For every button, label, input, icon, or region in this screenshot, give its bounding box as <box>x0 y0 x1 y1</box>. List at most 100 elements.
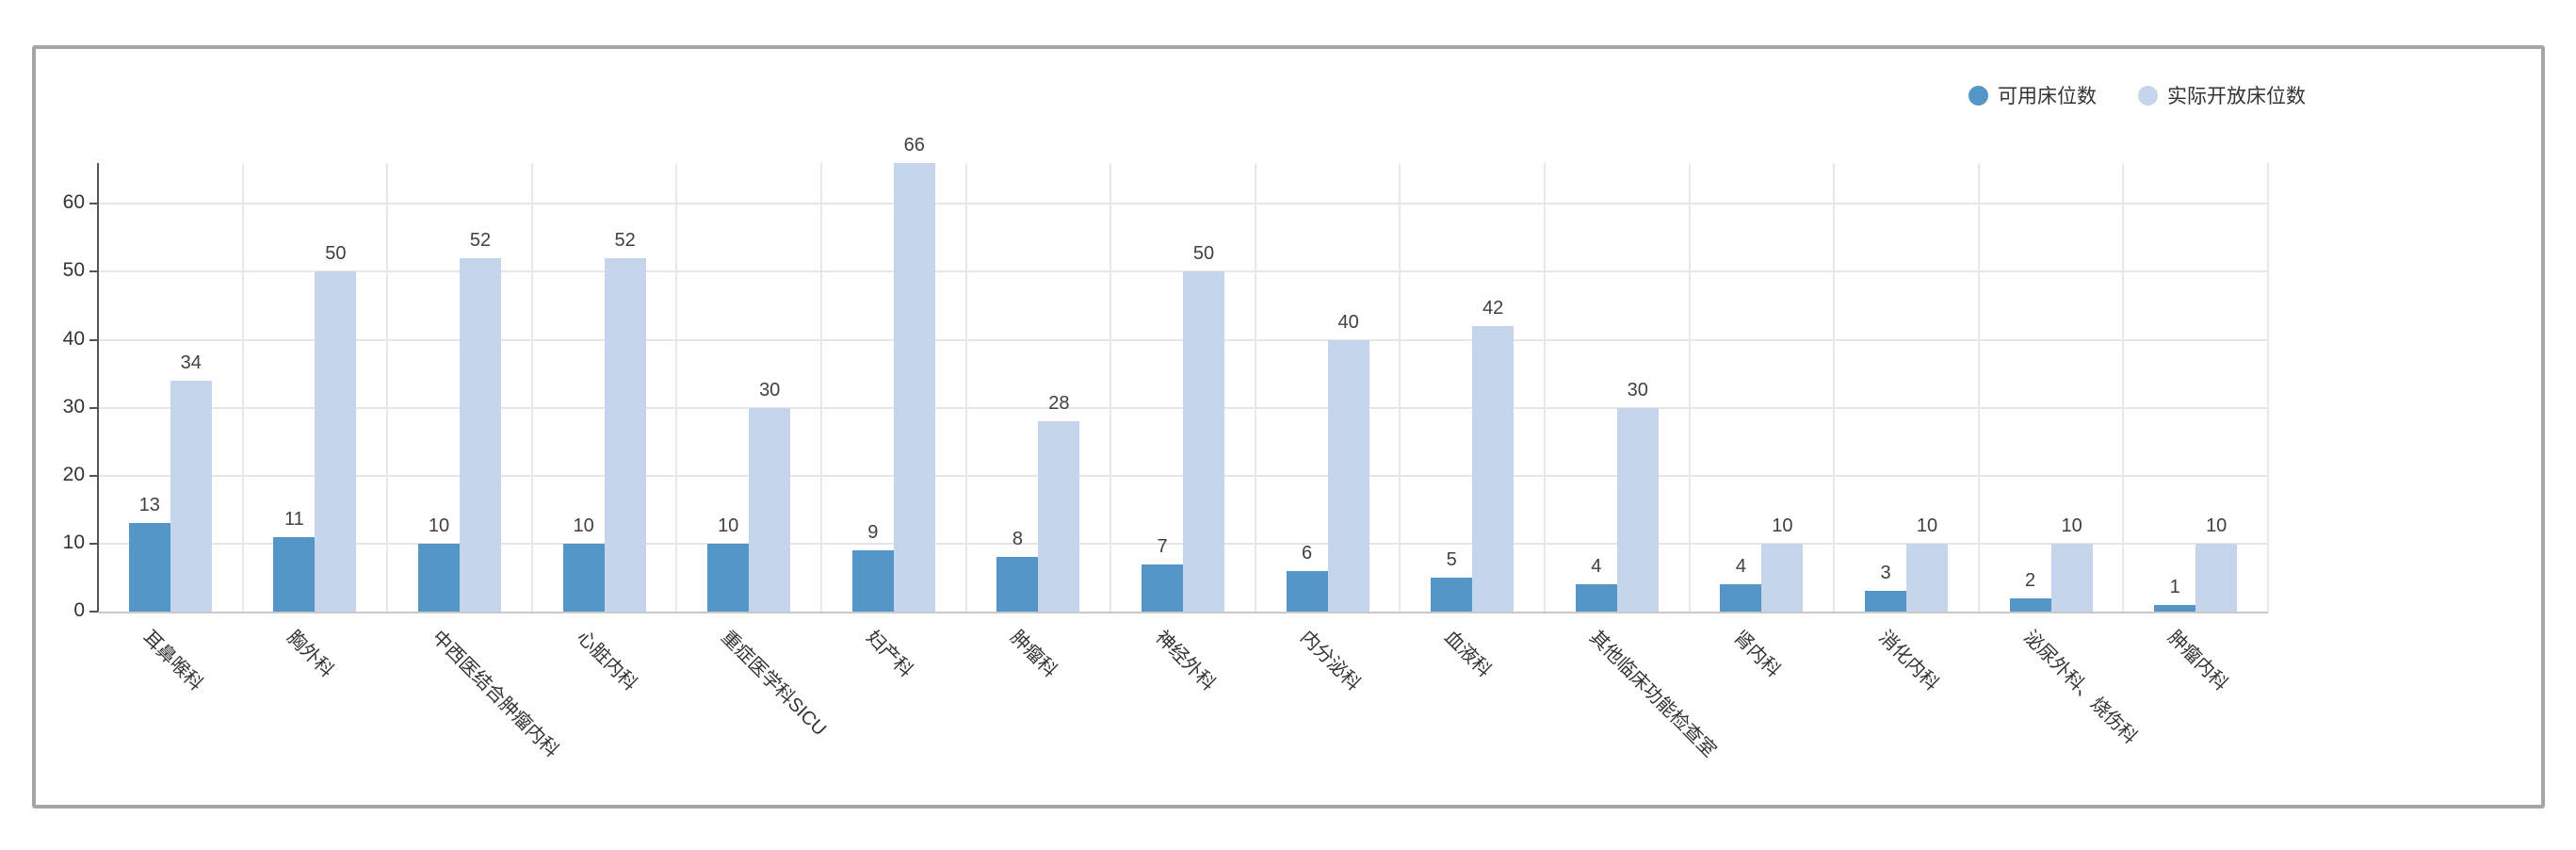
y-axis-line <box>97 163 99 612</box>
x-axis-label: 肿瘤科 <box>1006 627 1061 682</box>
bar-value-label: 10 <box>718 515 739 536</box>
bar-value-label: 66 <box>903 135 925 155</box>
gridline-vertical <box>1399 163 1401 612</box>
bar-value-label: 10 <box>1772 515 1793 536</box>
bar <box>562 543 605 612</box>
bar <box>1865 591 1906 612</box>
y-axis-tick-mark <box>89 542 98 545</box>
x-axis-label: 中西医结合肿瘤内科 <box>428 627 563 762</box>
bar <box>128 523 170 612</box>
x-axis-label: 肿瘤内科 <box>2163 627 2232 695</box>
x-axis-label: 肾内科 <box>1729 627 1785 682</box>
y-axis-tick-mark <box>89 203 98 205</box>
bar-value-label: 2 <box>2025 569 2036 591</box>
bar <box>2195 543 2238 612</box>
y-axis-tick-mark <box>89 406 98 409</box>
y-axis-tick-label: 30 <box>62 395 85 417</box>
bar <box>170 380 212 612</box>
x-axis-label: 神经外科 <box>1151 627 1220 695</box>
bar-value-label: 4 <box>1735 556 1746 578</box>
legend-marker-icon <box>2138 85 2158 106</box>
bar-value-label: 1 <box>2169 576 2180 597</box>
bar <box>1761 543 1804 612</box>
bar <box>1616 407 1659 612</box>
bar <box>1720 584 1762 612</box>
x-axis-label: 重症医学科SICU <box>717 627 831 741</box>
legend-item-actual-open-beds[interactable]: 实际开放床位数 <box>2138 81 2306 109</box>
bar <box>1472 326 1515 612</box>
bar <box>851 550 894 612</box>
x-axis-label: 血液科 <box>1440 627 1496 682</box>
legend-marker-icon <box>1968 85 1988 106</box>
bar <box>1038 421 1080 612</box>
x-axis-label: 消化内科 <box>1874 627 1943 695</box>
x-axis-label: 泌尿外科、烧伤科 <box>2018 627 2141 748</box>
chart-legend: 可用床位数 实际开放床位数 <box>1968 81 2306 109</box>
gridline-vertical <box>964 163 967 612</box>
bar <box>1183 271 1224 612</box>
gridline-vertical <box>675 163 678 612</box>
bar-chart: 可用床位数 实际开放床位数 0 10 20 30 40 50 60 13 11 10 10 10 9 8 7 6… <box>36 49 2541 805</box>
y-axis-tick-label: 60 <box>62 191 85 214</box>
gridline-horizontal <box>98 203 2268 205</box>
bar <box>1431 577 1473 612</box>
x-axis-line <box>98 612 2268 613</box>
legend-item-label: 可用床位数 <box>1998 86 2097 107</box>
y-axis-tick-label: 10 <box>62 531 85 553</box>
gridline-vertical <box>1977 163 1980 612</box>
bar-value-label: 3 <box>1880 563 1891 584</box>
bar-value-label: 13 <box>138 495 160 516</box>
bar-value-label: 42 <box>1482 298 1504 319</box>
x-axis-label: 内分泌科 <box>1295 627 1364 695</box>
y-axis-tick-label: 20 <box>62 463 85 485</box>
x-axis-label: 耳鼻喉科 <box>138 627 207 695</box>
bar-value-label: 10 <box>2061 515 2082 536</box>
bar <box>2050 543 2093 612</box>
bar <box>1327 339 1369 612</box>
bar-value-label: 52 <box>469 229 492 251</box>
bar <box>315 271 357 612</box>
bar-value-label: 34 <box>180 351 202 373</box>
bar <box>707 543 750 612</box>
chart-card: 可用床位数 实际开放床位数 0 10 20 30 40 50 60 13 11 10 10 10 9 8 7 6… <box>32 45 2545 809</box>
y-axis-tick-mark <box>89 474 98 477</box>
bar-value-label: 10 <box>1916 515 1938 536</box>
gridline-vertical <box>1833 163 1836 612</box>
x-axis-label: 心脏内科 <box>572 627 640 695</box>
bar <box>273 536 316 612</box>
gridline-vertical <box>2267 163 2269 612</box>
bar-value-label: 9 <box>867 522 879 544</box>
gridline-vertical <box>820 163 822 612</box>
bar-value-label: 7 <box>1157 535 1168 557</box>
gridline-vertical <box>386 163 389 612</box>
bar-value-label: 10 <box>428 515 450 536</box>
gridline-vertical <box>1688 163 1691 612</box>
bar <box>2154 604 2196 612</box>
bar-value-label: 30 <box>759 379 781 400</box>
bar <box>893 163 935 612</box>
bar <box>1575 584 1617 612</box>
x-axis-label: 妇产科 <box>861 627 916 682</box>
bar-value-label: 10 <box>573 515 594 536</box>
bar <box>749 407 791 612</box>
gridline-vertical <box>1254 163 1256 612</box>
legend-item-available-beds[interactable]: 可用床位数 <box>1968 81 2097 109</box>
bar <box>460 257 501 612</box>
bar-value-label: 4 <box>1591 556 1602 578</box>
y-axis-tick-mark <box>89 338 98 341</box>
bar-value-label: 40 <box>1337 311 1359 333</box>
bar-value-label: 8 <box>1012 529 1023 550</box>
bar-value-label: 30 <box>1627 379 1648 400</box>
y-axis-tick-label: 40 <box>62 327 85 350</box>
bar-value-label: 28 <box>1048 393 1070 415</box>
bar-value-label: 10 <box>2206 515 2228 536</box>
bar <box>2009 597 2051 612</box>
gridline-vertical <box>1544 163 1546 612</box>
bar-value-label: 6 <box>1302 542 1313 564</box>
bar <box>1142 564 1183 612</box>
legend-item-label: 实际开放床位数 <box>2167 86 2306 107</box>
x-axis-label: 胸外科 <box>283 627 338 682</box>
bar <box>604 257 646 612</box>
bar-value-label: 50 <box>325 243 347 265</box>
bar <box>418 543 460 612</box>
